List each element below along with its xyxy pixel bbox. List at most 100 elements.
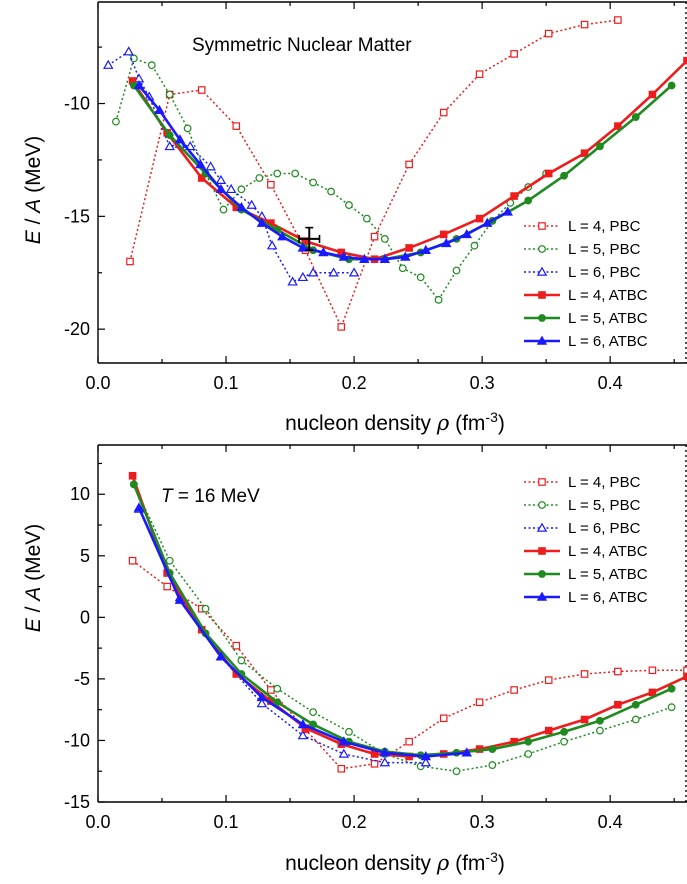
- data-point: [246, 199, 257, 209]
- y-tick-label: -15: [64, 792, 90, 812]
- data-point: [163, 582, 171, 591]
- data-point: [510, 192, 518, 200]
- data-point: [461, 228, 472, 239]
- x-tick-label: 0.2: [342, 812, 367, 832]
- data-point: [452, 767, 461, 776]
- data-point: [338, 736, 350, 746]
- panel-annotation-top: Symmetric Nuclear Matter: [192, 35, 412, 56]
- data-point: [631, 700, 640, 709]
- data-point: [197, 174, 206, 182]
- data-point: [398, 264, 407, 273]
- x-tick-label: 0.3: [470, 373, 495, 393]
- x-tick-label: 0.3: [470, 812, 495, 832]
- data-point: [256, 698, 268, 708]
- data-point: [237, 656, 246, 665]
- data-point: [128, 556, 137, 565]
- data-point: [297, 242, 309, 252]
- legend-label: L = 6, ATBC: [568, 589, 648, 606]
- empirical-error-point: [298, 226, 321, 251]
- data-point: [475, 70, 484, 79]
- data-point: [287, 276, 298, 286]
- data-point: [502, 206, 513, 216]
- data-point: [614, 667, 622, 676]
- data-point: [165, 556, 174, 565]
- data-point: [277, 231, 288, 241]
- legend: L = 4, PBC L = 5, PBC L = 6, PBC L = 4, ATB…: [524, 474, 648, 606]
- data-point: [420, 757, 432, 767]
- legend-marker: [536, 591, 548, 601]
- data-point: [510, 50, 518, 58]
- data-point: [255, 174, 264, 182]
- legend-label: L = 5, ATBC: [568, 310, 648, 327]
- legend-marker: [538, 291, 546, 299]
- data-point: [544, 169, 553, 178]
- data-point: [580, 20, 589, 29]
- legend-label: L = 5, ATBC: [568, 566, 648, 583]
- data-point: [510, 686, 518, 694]
- data-point: [215, 183, 227, 194]
- data-point: [291, 169, 300, 178]
- legend-label: L = 5, PBC: [568, 241, 641, 258]
- data-point: [614, 122, 622, 130]
- data-point: [648, 666, 657, 675]
- data-point: [327, 187, 335, 196]
- data-point: [205, 161, 216, 171]
- x-tick-label: 0.2: [342, 373, 367, 393]
- data-point: [614, 700, 622, 709]
- data-point: [345, 727, 353, 736]
- data-point: [219, 205, 228, 214]
- x-tick-label: 0.1: [214, 373, 239, 393]
- data-point: [488, 745, 497, 753]
- data-point: [338, 251, 350, 261]
- data-point: [631, 715, 640, 724]
- data-point: [405, 737, 413, 746]
- data-point: [338, 748, 350, 758]
- data-point: [370, 760, 379, 768]
- data-point: [380, 235, 389, 243]
- data-point: [256, 691, 268, 702]
- legend-marker: [538, 222, 546, 230]
- data-point: [337, 323, 346, 331]
- data-point: [488, 761, 497, 769]
- data-point: [337, 764, 346, 773]
- data-point: [123, 46, 134, 56]
- data-point: [614, 16, 622, 24]
- y-tick-label: -5: [74, 669, 90, 689]
- data-point: [133, 80, 145, 90]
- series-l-6-atbc: [133, 80, 513, 263]
- chart-panel-top: Symmetric Nuclear Matter E / A (MeV) nuc…: [22, 1, 687, 435]
- data-point: [648, 688, 657, 697]
- data-point: [439, 714, 448, 723]
- x-tick-label: 0.0: [85, 812, 110, 832]
- data-point: [667, 703, 676, 712]
- chart-panel-bottom: T = 16 MeV E / A (MeV) nucleon density ρ…: [22, 444, 687, 875]
- legend-marker: [538, 245, 546, 253]
- data-point: [232, 122, 241, 130]
- x-tick-label: 0.4: [598, 373, 623, 393]
- y-tick-label: -20: [64, 319, 90, 339]
- legend-label: L = 4, ATBC: [568, 543, 648, 560]
- data-point: [256, 217, 268, 227]
- data-point: [434, 295, 443, 304]
- data-point: [201, 604, 210, 613]
- legend-label: L = 4, PBC: [568, 218, 641, 235]
- data-point: [232, 641, 241, 650]
- data-point: [596, 716, 604, 725]
- data-point: [524, 737, 533, 746]
- data-point: [379, 757, 391, 767]
- data-point: [273, 684, 282, 693]
- data-point: [405, 160, 413, 169]
- data-point: [309, 178, 318, 187]
- data-point: [348, 267, 360, 277]
- data-point: [441, 238, 452, 248]
- series-line: [132, 560, 687, 770]
- data-point: [195, 159, 206, 169]
- data-point: [215, 174, 227, 184]
- data-point: [596, 726, 604, 735]
- data-point: [236, 201, 247, 212]
- data-point: [580, 670, 589, 678]
- legend-marker: [538, 547, 546, 555]
- data-point: [379, 747, 391, 757]
- legend-label: L = 5, PBC: [568, 497, 641, 514]
